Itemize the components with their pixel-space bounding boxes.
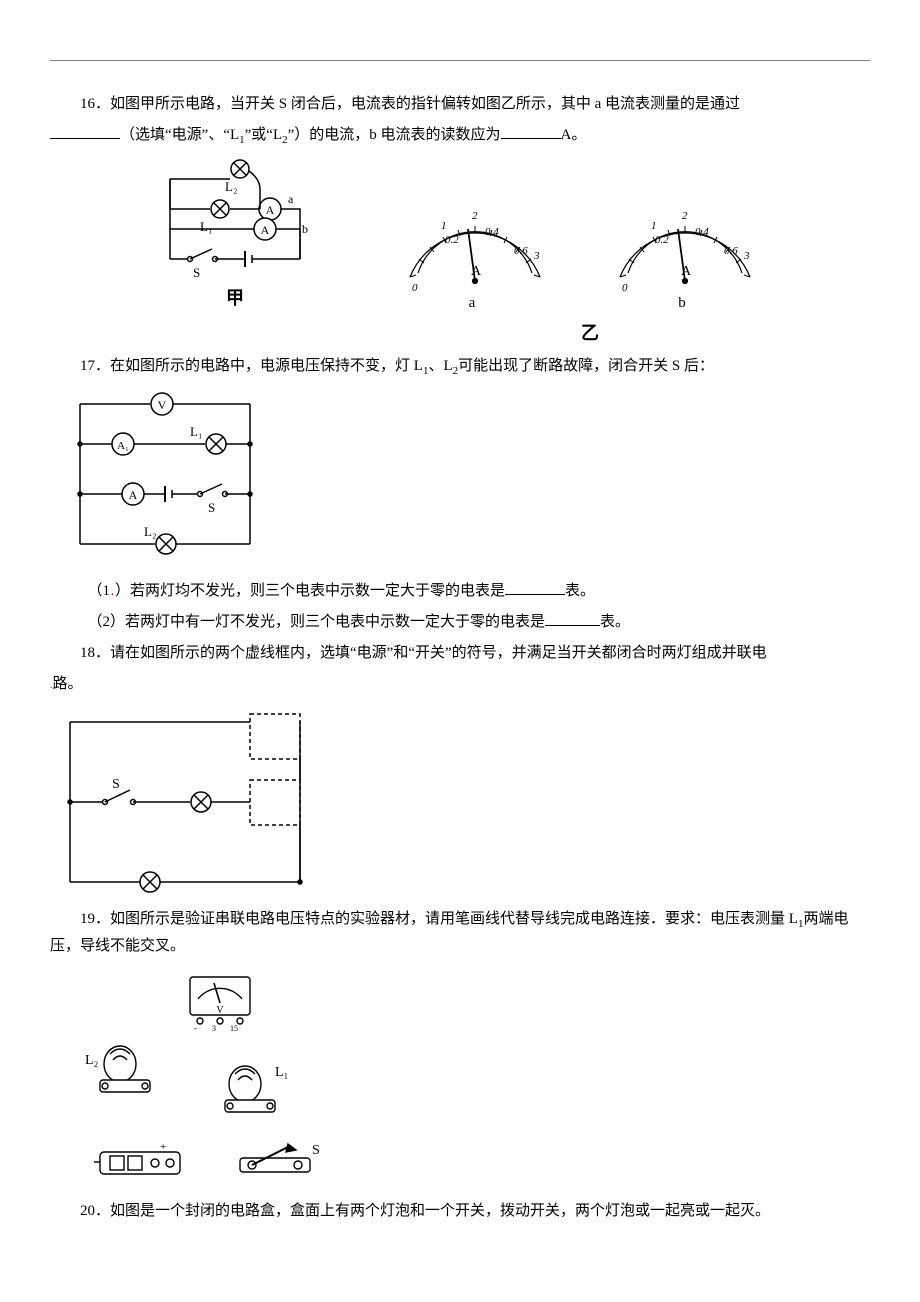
q16-meter-a: 0 1 0.2 2 0.4 3 0.6 A a bbox=[390, 199, 560, 319]
q16-l2-label: L₂ bbox=[225, 179, 237, 194]
svg-text:A: A bbox=[471, 264, 482, 279]
svg-text:S: S bbox=[312, 1143, 320, 1158]
svg-text:0.4: 0.4 bbox=[695, 226, 709, 238]
q17-blank-2 bbox=[545, 610, 600, 626]
q18-figure: S bbox=[50, 702, 870, 902]
svg-text:A₁: A₁ bbox=[117, 440, 129, 452]
svg-text:0.2: 0.2 bbox=[445, 234, 459, 246]
q20-line: 20．如图是一个封闭的电路盒，盒面上有两个灯泡和一个开关，拨动开关，两个灯泡或一… bbox=[50, 1198, 870, 1225]
svg-text:L₂: L₂ bbox=[85, 1053, 99, 1068]
q16-circuit: A A bbox=[150, 159, 350, 319]
svg-text:3: 3 bbox=[743, 250, 750, 262]
q16-blank-1 bbox=[50, 123, 120, 139]
svg-text:L₁: L₁ bbox=[275, 1065, 288, 1080]
svg-text:L₂: L₂ bbox=[144, 524, 156, 539]
svg-text:15: 15 bbox=[230, 1024, 238, 1033]
svg-text:+: + bbox=[160, 1141, 166, 1153]
svg-text:0: 0 bbox=[622, 282, 628, 294]
q17-part2: （2）若两灯中有一灯不发光，则三个电表中示数一定大于零的电表是表。 bbox=[50, 609, 870, 636]
q17-figure: V A₁ L₁ A bbox=[50, 384, 870, 574]
q16-text-a: 如图甲所示电路，当开关 S 闭合后，电流表的指针偏转如图乙所示，其中 a 电流表… bbox=[110, 96, 740, 112]
svg-text:A: A bbox=[266, 203, 275, 217]
q16-line1: 16．如图甲所示电路，当开关 S 闭合后，电流表的指针偏转如图乙所示，其中 a … bbox=[50, 91, 870, 118]
svg-text:3: 3 bbox=[212, 1024, 216, 1033]
svg-text:0: 0 bbox=[412, 282, 418, 294]
q17-text-a: 在如图所示的电路中，电源电压保持不变，灯 L bbox=[110, 358, 423, 374]
svg-text:2: 2 bbox=[472, 210, 478, 222]
q16-blank-2 bbox=[501, 123, 561, 139]
svg-text:3: 3 bbox=[533, 250, 540, 262]
q16-group-caption: 乙 bbox=[50, 317, 870, 349]
q16-text-b: （选填“电源”、“L bbox=[120, 127, 239, 143]
svg-text:0.2: 0.2 bbox=[655, 234, 669, 246]
q17-line: 17．在如图所示的电路中，电源电压保持不变，灯 L1、L2可能出现了断路故障，闭… bbox=[50, 353, 870, 380]
svg-text:2: 2 bbox=[682, 210, 688, 222]
q16-a-label: a bbox=[288, 192, 294, 206]
svg-text:0.4: 0.4 bbox=[485, 226, 499, 238]
svg-text:A: A bbox=[129, 488, 138, 502]
svg-text:0.6: 0.6 bbox=[724, 245, 738, 257]
q16-meter-b: 0 1 0.2 2 0.4 3 0.6 A b bbox=[600, 199, 770, 319]
q16-text-d: ”）的电流，b 电流表的读数应为 bbox=[288, 127, 501, 143]
q16-text-e: A。 bbox=[561, 127, 587, 143]
q18-line1: 18．请在如图所示的两个虚线框内，选填“电源”和“开关”的符号，并满足当开关都闭… bbox=[50, 640, 870, 667]
q19-figure: V 3 15 - L₂ bbox=[50, 964, 870, 1194]
q18-number: 18． bbox=[80, 645, 110, 661]
q16-circuit-caption: 甲 bbox=[226, 288, 244, 308]
q19-line1: 19．如图所示是验证串联电路电压特点的实验器材，请用笔画线代替导线完成电路连接．… bbox=[50, 906, 870, 960]
q16-figure-row: A A bbox=[50, 159, 870, 319]
svg-text:A: A bbox=[261, 223, 270, 237]
q16-b-label: b bbox=[302, 222, 308, 236]
q19-number: 19． bbox=[80, 911, 110, 927]
q17-part1: （1．）若两灯均不发光，则三个电表中示数一定大于零的电表是表。 bbox=[50, 578, 870, 605]
q18-line2: .路。 bbox=[50, 671, 870, 698]
svg-text:S: S bbox=[208, 500, 215, 515]
svg-text:S: S bbox=[112, 777, 120, 792]
svg-text:V: V bbox=[158, 398, 167, 412]
svg-text:1: 1 bbox=[651, 220, 657, 232]
q20-number: 20． bbox=[80, 1203, 110, 1219]
q16-l1-label: L₁ bbox=[200, 219, 212, 234]
svg-text:0.6: 0.6 bbox=[514, 245, 528, 257]
q16-meter-a-caption: a bbox=[469, 295, 476, 311]
svg-text:-: - bbox=[194, 1023, 197, 1033]
q16-s-label: S bbox=[193, 265, 200, 280]
svg-text:L₁: L₁ bbox=[190, 424, 202, 439]
q16-number: 16． bbox=[80, 96, 110, 112]
svg-text:A: A bbox=[681, 264, 692, 279]
q16-meter-b-caption: b bbox=[678, 295, 686, 311]
q16-line2: （选填“电源”、“L1”或“L2”）的电流，b 电流表的读数应为A。 bbox=[50, 122, 870, 149]
top-rule bbox=[50, 60, 870, 61]
q17-blank-1 bbox=[505, 579, 565, 595]
svg-text:V: V bbox=[216, 1005, 224, 1016]
q16-text-c: ”或“L bbox=[245, 127, 282, 143]
q17-number: 17． bbox=[80, 358, 110, 374]
svg-text:1: 1 bbox=[441, 220, 447, 232]
